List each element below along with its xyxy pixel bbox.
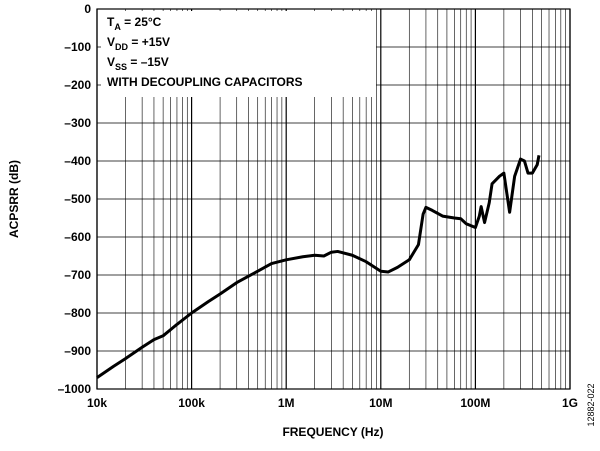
- y-tick-label: –600: [64, 230, 91, 244]
- y-tick-label: 0: [84, 2, 91, 16]
- data-line: [96, 155, 541, 379]
- y-tick-label: –100: [64, 40, 91, 54]
- annotation: WITH DECOUPLING CAPACITORS: [107, 75, 303, 89]
- y-tick-label: –200: [64, 78, 91, 92]
- y-tick-label: –800: [64, 306, 91, 320]
- annotation-text: = +15V: [128, 35, 170, 49]
- annotation-text: = 25°C: [121, 15, 162, 29]
- annotation-subscript: A: [114, 22, 121, 32]
- y-tick-label: –700: [64, 268, 91, 282]
- x-tick-label: 10M: [369, 396, 392, 410]
- y-tick-label: –500: [64, 192, 91, 206]
- x-tick-label: 1M: [278, 396, 295, 410]
- y-tick-label: –1000: [58, 382, 92, 396]
- x-tick-label: 100M: [460, 396, 490, 410]
- annotation: VDD = +15V: [107, 35, 170, 52]
- y-axis-label: ACPSRR (dB): [7, 160, 21, 238]
- x-axis-label: FREQUENCY (Hz): [282, 425, 383, 439]
- x-tick-label: 1G: [562, 396, 578, 410]
- annotation-text: V: [107, 55, 115, 69]
- annotation-subscript: DD: [115, 42, 128, 52]
- annotation-subscript: SS: [115, 62, 127, 72]
- annotation-box: [101, 11, 376, 97]
- annotation-text: V: [107, 35, 115, 49]
- x-tick-label: 100k: [178, 396, 205, 410]
- figure-id: 12882-022: [586, 383, 596, 426]
- annotation-text: T: [107, 15, 115, 29]
- annotation-text: WITH DECOUPLING CAPACITORS: [107, 75, 303, 89]
- y-tick-label: –900: [64, 344, 91, 358]
- plot-frame: [96, 8, 571, 390]
- annotation-text: = –15V: [127, 55, 169, 69]
- x-tick-label: 10k: [87, 396, 107, 410]
- y-tick-label: –300: [64, 116, 91, 130]
- annotation: TA = 25°C: [107, 15, 162, 32]
- y-tick-label: –400: [64, 154, 91, 168]
- annotation: VSS = –15V: [107, 55, 169, 72]
